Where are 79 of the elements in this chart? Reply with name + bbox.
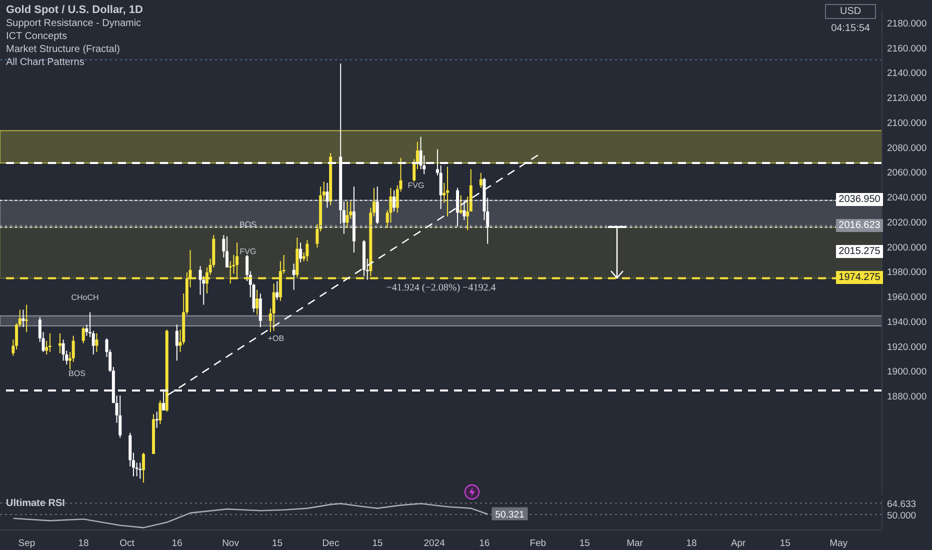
x-tick-label: 15: [372, 538, 383, 549]
candlestick: [175, 324, 178, 362]
annotation: CHoCH: [70, 293, 100, 302]
y-tick-label: 2100.000: [887, 118, 927, 129]
candlestick: [62, 339, 65, 362]
annotation: All Chart Patterns: [6, 56, 86, 69]
ref-line-label: 2015.275: [836, 245, 883, 258]
y-tick-label: 2160.000: [887, 43, 927, 54]
y-tick-label: 2140.000: [887, 68, 927, 80]
x-tick-label: 18: [78, 538, 89, 549]
candlestick: [479, 172, 482, 188]
y-tick-label: 2080.000: [887, 142, 927, 154]
candlestick: [389, 187, 392, 224]
y-tick-label: 1960.000: [887, 292, 927, 304]
x-tick-label: 15: [272, 538, 283, 549]
candlestick: [58, 332, 62, 354]
candlestick: [22, 309, 25, 328]
annotation: FVG: [238, 247, 258, 256]
y-tick-label: 1980.000: [887, 267, 927, 278]
annotation: BOS: [238, 220, 258, 229]
x-tick-label: Dec: [322, 538, 340, 549]
annotation: Market Structure (Fractal): [6, 43, 121, 56]
annotation: 04:15:54: [830, 22, 871, 35]
annotation: USD: [825, 4, 876, 19]
candlestick: [155, 411, 158, 428]
x-tick-label: Oct: [120, 538, 135, 549]
x-tick-label: 15: [780, 538, 790, 549]
candlestick: [292, 263, 296, 290]
chart-title: Ultimate RSI: [6, 497, 65, 510]
data-label: 50.321: [495, 509, 524, 520]
candlestick: [272, 283, 276, 332]
candlestick: [346, 201, 349, 228]
y-tick-label: 2040.000: [887, 192, 927, 204]
annotation: +OB: [266, 334, 286, 343]
candlestick: [446, 166, 450, 217]
x-tick-label: Feb: [530, 538, 546, 549]
annotation: FVG: [406, 181, 426, 190]
candlestick: [118, 395, 122, 438]
candlestick: [82, 326, 85, 344]
annotation: ICT Concepts: [6, 30, 68, 43]
y-tick-label: 1920.000: [887, 342, 927, 353]
candlestick: [226, 236, 229, 268]
candlestick: [276, 280, 279, 300]
y-tick-label: 1900.000: [887, 366, 927, 378]
ref-line-label: 1974.275: [836, 271, 883, 284]
x-tick-label: 16: [172, 538, 182, 549]
x-tick-label: Nov: [222, 538, 240, 549]
candlestick: [142, 452, 145, 484]
ref-line-label: 2016.623: [836, 219, 883, 232]
candlestick: [459, 194, 462, 214]
candlestick: [95, 332, 98, 352]
ref-line-label: 2036.950: [836, 193, 883, 206]
y-tick-label: 2060.000: [887, 168, 927, 179]
y-tick-label: 2000.000: [887, 242, 927, 254]
chart-title: Gold Spot / U.S. Dollar, 1D: [6, 4, 143, 17]
annotation: Support Resistance - Dynamic: [6, 17, 142, 30]
candlestick: [158, 400, 162, 425]
candlestick: [299, 242, 302, 263]
y-tick-label: 2180.000: [887, 18, 927, 30]
x-tick-label: 18: [686, 538, 697, 549]
y-tick-label: 2120.000: [887, 93, 927, 104]
x-tick-label: Mar: [626, 538, 643, 549]
x-tick-label: Sep: [18, 538, 36, 549]
candlestick: [258, 293, 262, 328]
y-tick-label: 1940.000: [887, 316, 927, 328]
candlestick: [256, 289, 259, 316]
y-tick-label: 1880.000: [887, 392, 927, 403]
x-tick-label: 16: [479, 538, 490, 549]
y-tick-label: 50.000: [887, 510, 916, 522]
x-tick-label: Apr: [730, 538, 746, 549]
annotation: BOS: [68, 369, 86, 378]
x-tick-label: 15: [579, 538, 590, 549]
candlestick: [306, 240, 309, 262]
y-tick-label: 2020.000: [887, 217, 927, 228]
band-label: −41.924 (−2.08%) −4192.4: [386, 282, 496, 294]
candlestick: [25, 304, 28, 333]
y-tick-label: 64.633: [887, 499, 916, 510]
x-tick-label: May: [830, 538, 848, 549]
x-tick-label: 2024: [424, 538, 445, 549]
